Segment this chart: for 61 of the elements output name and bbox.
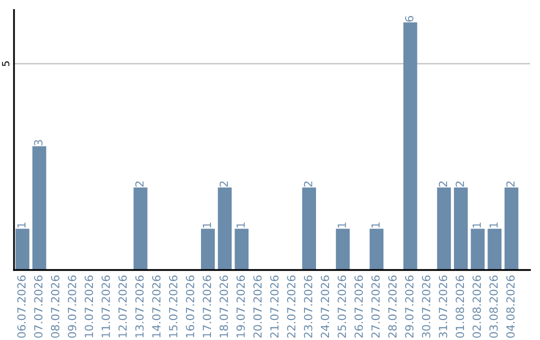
x-tick-label: 19.07.2026 xyxy=(236,276,245,338)
x-tick-label: 29.07.2026 xyxy=(405,276,414,338)
data-label: 1 xyxy=(202,222,211,228)
x-tick-label: 15.07.2026 xyxy=(169,276,178,338)
data-label: 1 xyxy=(338,222,346,228)
data-label: 3 xyxy=(34,140,43,146)
x-tick-label: 28.07.2026 xyxy=(388,276,397,338)
data-label: 1 xyxy=(372,222,380,228)
bar xyxy=(134,187,148,270)
data-label: 1 xyxy=(490,222,498,228)
x-tick-label: 20.07.2026 xyxy=(253,276,262,338)
x-tick-label: 03.08.2026 xyxy=(489,276,498,338)
x-tick-label: 23.07.2026 xyxy=(304,276,312,338)
bar xyxy=(218,187,232,270)
x-tick-label: 26.07.2026 xyxy=(354,276,363,338)
x-tick-label: 11.07.2026 xyxy=(102,276,110,338)
x-tick-label: 16.07.2026 xyxy=(186,276,194,338)
bar xyxy=(302,187,316,270)
bar xyxy=(370,228,384,270)
data-label: 1 xyxy=(236,222,245,228)
data-label: 2 xyxy=(304,182,312,187)
data-label: 2 xyxy=(456,182,464,187)
data-label: 1 xyxy=(17,222,26,228)
x-tick-label: 04.08.2026 xyxy=(506,276,515,338)
bar xyxy=(437,187,451,270)
data-label: 2 xyxy=(135,182,144,187)
x-tick-label: 24.07.2026 xyxy=(320,276,330,338)
y-tick-label: 5 xyxy=(2,61,10,66)
bar xyxy=(201,228,215,270)
bar xyxy=(454,187,468,270)
x-tick-label: 10.07.2026 xyxy=(84,276,94,338)
bar xyxy=(16,228,30,270)
x-tick-label: 14.07.2026 xyxy=(152,276,161,338)
x-tick-label: 17.07.2026 xyxy=(202,276,212,338)
data-label: 2 xyxy=(438,182,448,187)
x-tick-label: 09.07.2026 xyxy=(68,276,76,338)
data-label: 1 xyxy=(472,222,481,228)
x-tick-label: 25.07.2026 xyxy=(338,276,346,338)
bar xyxy=(336,228,350,270)
bar xyxy=(32,146,46,270)
x-tick-label: 18.07.2026 xyxy=(220,276,228,338)
x-tick-label: 02.08.2026 xyxy=(472,276,481,338)
bar xyxy=(470,228,485,270)
data-label: 2 xyxy=(220,182,228,187)
bar xyxy=(504,187,518,270)
x-tick-label: 08.07.2026 xyxy=(50,276,60,338)
data-label: 6 xyxy=(405,16,414,22)
x-tick-label: 06.07.2026 xyxy=(17,276,26,338)
x-tick-label: 13.07.2026 xyxy=(135,276,144,338)
x-tick-label: 22.07.2026 xyxy=(287,276,296,338)
x-tick-label: 31.07.2026 xyxy=(438,276,448,338)
data-label: 2 xyxy=(506,182,515,187)
x-tick-label: 07.07.2026 xyxy=(34,276,43,338)
x-tick-label: 21.07.2026 xyxy=(270,276,279,338)
bar xyxy=(403,22,418,270)
x-tick-label: 12.07.2026 xyxy=(118,276,127,338)
x-tick-label: 01.08.2026 xyxy=(456,276,464,338)
x-tick-label: 27.07.2026 xyxy=(371,276,380,338)
x-tick-label: 30.07.2026 xyxy=(422,276,430,338)
bar xyxy=(234,228,249,270)
bar xyxy=(488,228,502,270)
